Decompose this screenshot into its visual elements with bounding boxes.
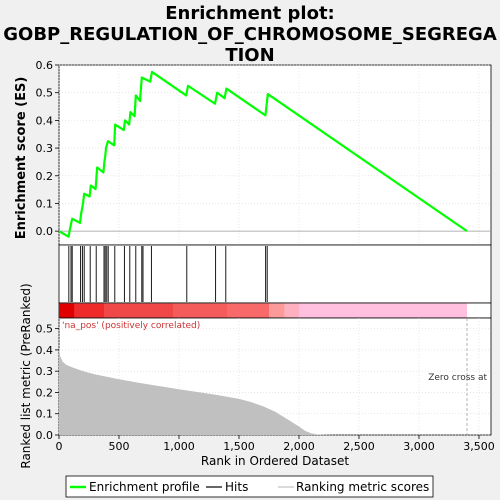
- metric-area: [59, 318, 468, 435]
- legend-metric-label: Ranking metric scores: [296, 480, 429, 494]
- xtick-label-7: 3,500: [463, 440, 495, 453]
- chart-title-line2: GOBP_REGULATION_OF_CHROMOSOME_SEGREGA: [3, 24, 497, 45]
- metric-ytick-label-5: 0.5: [36, 323, 54, 336]
- legend: Enrichment profile Hits Ranking metric s…: [65, 475, 434, 498]
- heatmap-bar: [59, 303, 467, 318]
- hit-lines: [68, 246, 268, 302]
- heatmap-segment-1: [74, 303, 105, 318]
- es-ytick-label-3: 0.3: [36, 142, 54, 155]
- xtick-label-0: 0: [56, 440, 63, 453]
- chart-title-line3: TION: [225, 45, 274, 66]
- metric-y-axis-label: Ranked list metric (PreRanked): [19, 283, 33, 468]
- heatmap-segment-5: [269, 303, 285, 318]
- metric-area-path: [59, 347, 467, 435]
- heatmap-segment-2: [104, 303, 173, 318]
- es-ytick-label-4: 0.4: [36, 114, 54, 127]
- es-ytick-label-0: 0.0: [36, 225, 54, 238]
- es-ytick-label-6: 0.6: [36, 59, 54, 72]
- heatmap-segment-4: [227, 303, 269, 318]
- es-curve: [58, 70, 468, 238]
- xtick-label-4: 2,000: [283, 440, 315, 453]
- metric-y-ticks: 0.0 0.1 0.2 0.3 0.4 0.5: [36, 323, 59, 442]
- heatmap-segment-3: [173, 303, 227, 318]
- xtick-label-1: 500: [109, 440, 130, 453]
- zero-cross-label: Zero cross at: [428, 373, 487, 383]
- es-ytick-label-2: 0.2: [36, 170, 54, 183]
- heatmap-segment-6: [284, 303, 299, 318]
- es-grid: [58, 64, 491, 245]
- heatmap-segment-0: [59, 303, 75, 318]
- xtick-label-5: 2,500: [343, 440, 375, 453]
- hits-panel: [58, 244, 492, 304]
- metric-ytick-label-2: 0.2: [36, 386, 54, 399]
- x-axis-label: Rank in Ordered Dataset: [201, 454, 349, 468]
- legend-es-label: Enrichment profile: [89, 480, 200, 494]
- xtick-label-6: 3,000: [403, 440, 435, 453]
- legend-hits-label: Hits: [225, 480, 248, 494]
- es-panel: [58, 64, 492, 246]
- metric-ytick-label-3: 0.3: [36, 365, 54, 378]
- es-line-group: [58, 70, 468, 238]
- positive-correlation-label: 'na_pos' (positively correlated): [62, 321, 200, 331]
- es-ytick-label-1: 0.1: [36, 197, 54, 210]
- metric-x-ticks: 0 500 1,000 1,500 2,000 2,500 3,000 3,500: [56, 435, 495, 453]
- metric-ytick-label-4: 0.4: [36, 344, 54, 357]
- heatmap-segment-7: [299, 303, 467, 318]
- es-y-ticks: 0.0 0.1 0.2 0.3 0.4 0.5 0.6: [36, 59, 59, 238]
- metric-ytick-label-0: 0.0: [36, 429, 54, 442]
- es-ytick-label-5: 0.5: [36, 87, 54, 100]
- metric-ytick-label-1: 0.1: [36, 408, 54, 421]
- xtick-label-2: 1,000: [163, 440, 195, 453]
- xtick-label-3: 1,500: [223, 440, 255, 453]
- es-y-axis-label: Enrichment score (ES): [14, 77, 29, 240]
- chart-title-line1: Enrichment plot:: [165, 3, 335, 24]
